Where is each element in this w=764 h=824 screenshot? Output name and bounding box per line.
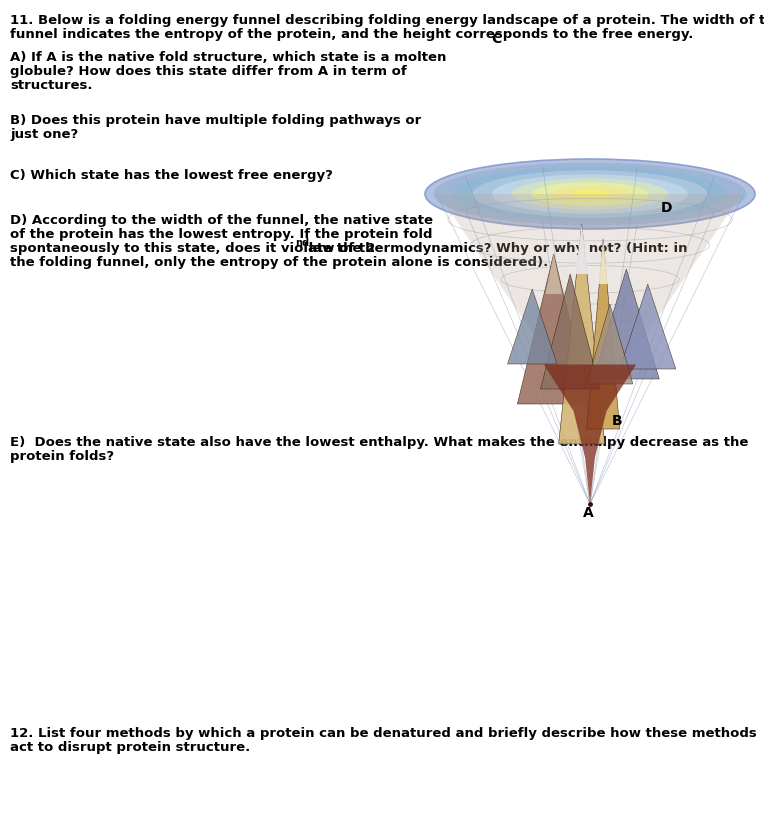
Text: A) If A is the native fold structure, which state is a molten: A) If A is the native fold structure, wh… <box>10 51 446 64</box>
Text: A: A <box>584 506 594 520</box>
Text: 12. List four methods by which a protein can be denatured and briefly describe h: 12. List four methods by which a protein… <box>10 727 757 740</box>
Text: B: B <box>611 414 622 428</box>
Polygon shape <box>594 269 659 379</box>
Text: protein folds?: protein folds? <box>10 450 114 463</box>
Text: just one?: just one? <box>10 128 78 141</box>
Text: act to disrupt protein structure.: act to disrupt protein structure. <box>10 741 251 754</box>
Text: D: D <box>661 201 672 215</box>
Text: C: C <box>491 31 501 45</box>
Text: funnel indicates the entropy of the protein, and the height corresponds to the f: funnel indicates the entropy of the prot… <box>10 28 694 41</box>
Polygon shape <box>540 274 600 389</box>
Polygon shape <box>587 239 620 429</box>
Text: structures.: structures. <box>10 79 92 92</box>
Ellipse shape <box>472 171 707 218</box>
Ellipse shape <box>571 190 610 198</box>
Ellipse shape <box>551 186 630 202</box>
Ellipse shape <box>453 166 727 222</box>
Text: nd: nd <box>295 238 309 248</box>
Text: 11. Below is a folding energy funnel describing folding energy landscape of a pr: 11. Below is a folding energy funnel des… <box>10 14 764 27</box>
Polygon shape <box>544 364 636 504</box>
Polygon shape <box>517 254 590 404</box>
Text: the folding funnel, only the entropy of the protein alone is considered).: the folding funnel, only the entropy of … <box>10 256 549 269</box>
Polygon shape <box>620 284 676 369</box>
Text: B) Does this protein have multiple folding pathways or: B) Does this protein have multiple foldi… <box>10 114 421 127</box>
Polygon shape <box>575 224 588 274</box>
Text: globule? How does this state differ from A in term of: globule? How does this state differ from… <box>10 65 406 78</box>
Polygon shape <box>439 194 742 417</box>
Text: law of thermodynamics? Why or why not? (Hint: in: law of thermodynamics? Why or why not? (… <box>303 242 687 255</box>
Ellipse shape <box>512 178 668 210</box>
Ellipse shape <box>425 159 755 229</box>
Text: spontaneously to this state, does it violate the 2: spontaneously to this state, does it vio… <box>10 242 375 255</box>
Ellipse shape <box>531 182 649 206</box>
Text: C) Which state has the lowest free energy?: C) Which state has the lowest free energ… <box>10 169 333 182</box>
Ellipse shape <box>492 175 688 213</box>
Ellipse shape <box>433 162 746 226</box>
Polygon shape <box>598 239 608 284</box>
Polygon shape <box>558 224 605 444</box>
Polygon shape <box>507 289 557 364</box>
Text: D) According to the width of the funnel, the native state: D) According to the width of the funnel,… <box>10 214 433 227</box>
Text: E)  Does the native state also have the lowest enthalpy. What makes the enthalpy: E) Does the native state also have the l… <box>10 436 749 449</box>
Text: of the protein has the lowest entropy. If the protein fold: of the protein has the lowest entropy. I… <box>10 228 432 241</box>
Polygon shape <box>587 304 633 384</box>
Polygon shape <box>545 254 562 294</box>
